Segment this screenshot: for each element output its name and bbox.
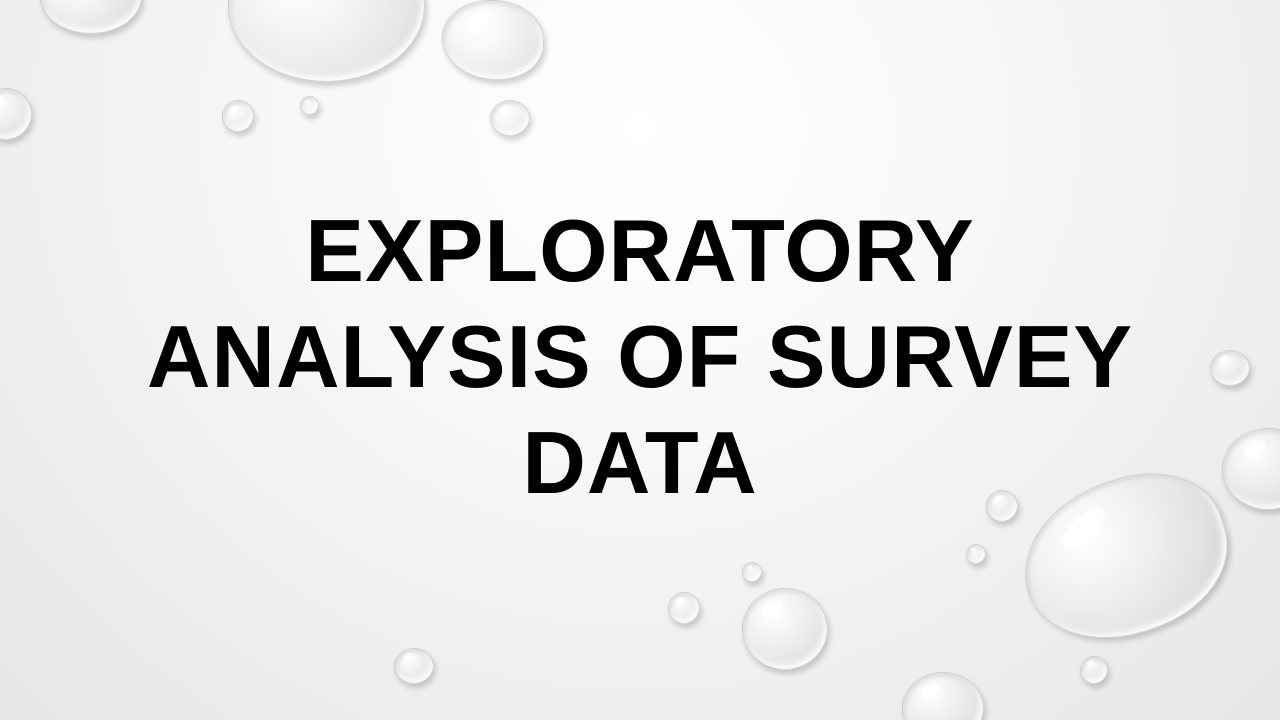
water-droplet-icon	[1210, 350, 1250, 386]
slide-title-line-1: EXPLORATORY	[305, 201, 975, 300]
water-droplet-icon	[902, 672, 984, 720]
water-droplet-icon	[966, 544, 986, 564]
water-droplet-icon	[40, 0, 142, 34]
water-droplet-icon	[228, 0, 425, 82]
water-droplet-icon	[300, 96, 319, 115]
slide-title: EXPLORATORY ANALYSIS OF SURVEY DATA	[80, 198, 1200, 516]
water-droplet-icon	[742, 588, 828, 670]
water-droplet-icon	[668, 592, 700, 624]
water-droplet-icon	[742, 562, 762, 582]
water-droplet-icon	[986, 490, 1018, 522]
title-block: EXPLORATORY ANALYSIS OF SURVEY DATA	[80, 198, 1200, 516]
water-droplet-icon	[394, 648, 434, 684]
water-droplet-icon	[442, 0, 544, 80]
water-droplet-icon	[1080, 656, 1108, 684]
water-droplet-icon	[222, 100, 254, 132]
water-droplet-icon	[1222, 428, 1280, 510]
slide-title-line-2: ANALYSIS OF SURVEY	[146, 307, 1134, 406]
water-droplet-icon	[0, 88, 32, 140]
water-droplet-icon	[490, 100, 530, 136]
slide-title-line-3: DATA	[522, 413, 758, 512]
